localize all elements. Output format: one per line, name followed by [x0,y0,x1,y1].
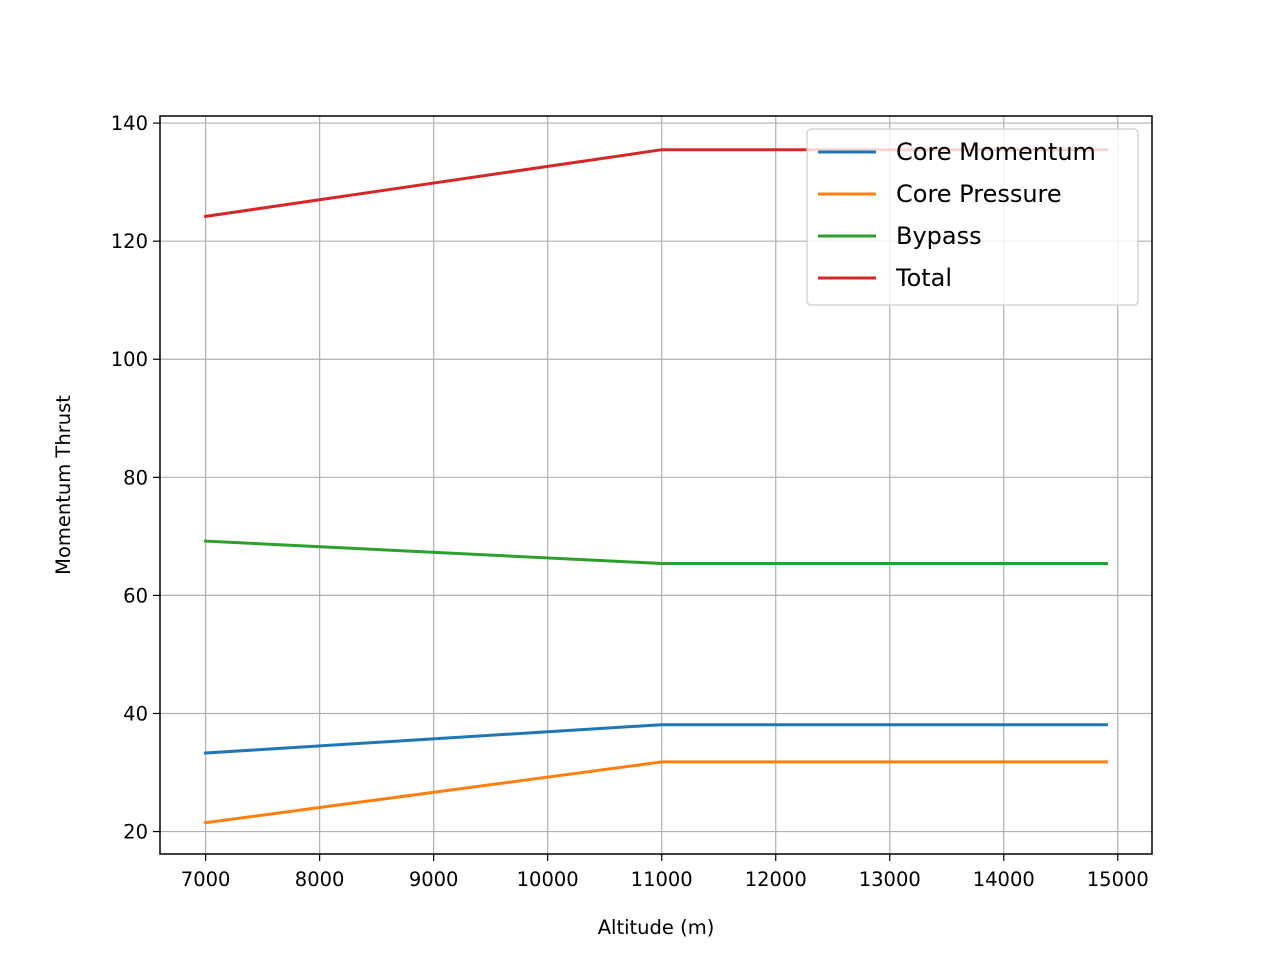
x-tick-label: 8000 [295,868,345,891]
x-tick-label: 11000 [631,868,693,891]
x-tick-label: 10000 [517,868,579,891]
legend-label: Bypass [896,222,982,250]
series-line [204,723,1108,755]
y-tick-label: 140 [111,112,148,135]
axis-ticks: 7000 8000 9000 10000 11000 12000 13000 14000 150… [111,112,1149,891]
legend: Core Momentum Core Pressure Bypass Total [806,128,1139,306]
legend-label: Total [895,264,952,292]
x-tick-label: 12000 [745,868,807,891]
x-tick-label: 7000 [181,868,231,891]
x-tick-label: 9000 [409,868,459,891]
series-line [204,539,1108,565]
y-tick-label: 20 [123,821,148,844]
x-axis-label: Altitude (m) [598,916,715,939]
x-tick-label: 15000 [1087,868,1149,891]
y-axis-label: Momentum Thrust [52,395,75,575]
plot-frame [159,115,1153,855]
y-tick-label: 120 [111,230,148,253]
y-tick-label: 100 [111,348,148,371]
y-tick-label: 80 [123,466,148,489]
series-line [203,760,1108,825]
legend-label: Core Pressure [896,180,1062,208]
y-tick-label: 40 [123,702,148,725]
legend-box [806,128,1139,306]
y-tick-label: 60 [123,584,148,607]
legend-label: Core Momentum [896,138,1096,166]
x-tick-label: 13000 [859,868,921,891]
x-tick-label: 14000 [973,868,1035,891]
